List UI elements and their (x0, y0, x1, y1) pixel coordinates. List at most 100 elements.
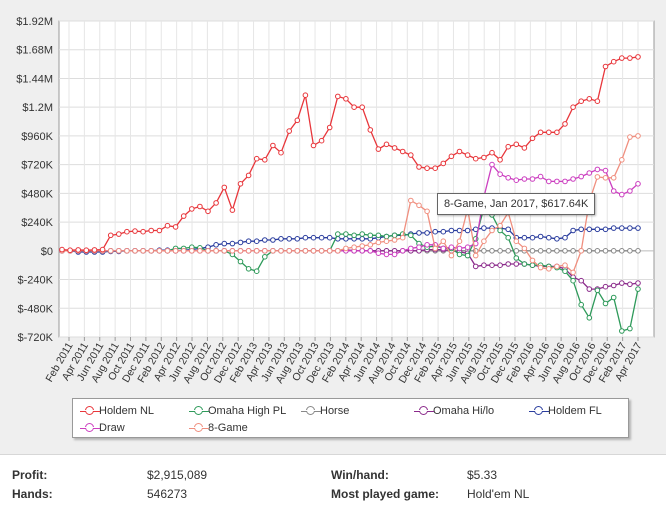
data-point[interactable] (594, 98, 601, 104)
data-point[interactable] (627, 188, 633, 194)
data-point[interactable] (521, 145, 528, 151)
data-point[interactable] (310, 234, 317, 241)
data-point[interactable] (221, 240, 228, 247)
data-point[interactable] (627, 134, 633, 140)
data-point[interactable] (513, 238, 520, 244)
data-point[interactable] (189, 206, 195, 212)
data-point[interactable] (229, 207, 236, 213)
data-point[interactable] (286, 248, 293, 254)
data-point[interactable] (586, 96, 593, 102)
data-point[interactable] (594, 174, 601, 180)
data-point[interactable] (505, 226, 512, 233)
data-point[interactable] (464, 152, 471, 158)
data-point[interactable] (343, 245, 349, 252)
data-point[interactable] (326, 124, 333, 131)
data-point[interactable] (107, 232, 114, 239)
data-point[interactable] (424, 165, 430, 171)
data-point[interactable] (610, 282, 617, 289)
data-point[interactable] (132, 248, 138, 254)
data-point[interactable] (481, 154, 487, 161)
data-point[interactable] (172, 248, 179, 254)
data-point[interactable] (270, 237, 276, 243)
data-point[interactable] (562, 268, 568, 275)
data-point[interactable] (537, 248, 544, 254)
data-point[interactable] (481, 262, 487, 269)
data-point[interactable] (570, 176, 576, 182)
data-point[interactable] (262, 248, 268, 254)
data-point[interactable] (391, 251, 398, 258)
data-point[interactable] (610, 294, 617, 301)
data-point[interactable] (156, 248, 163, 254)
data-point[interactable] (554, 263, 560, 270)
data-point[interactable] (529, 176, 536, 182)
data-point[interactable] (399, 248, 406, 254)
data-point[interactable] (619, 248, 625, 254)
data-point[interactable] (537, 173, 544, 180)
legend-item[interactable]: 8-Game (189, 422, 248, 434)
data-point[interactable] (635, 248, 641, 254)
data-point[interactable] (351, 244, 357, 250)
data-point[interactable] (497, 227, 503, 234)
data-point[interactable] (497, 222, 503, 229)
data-point[interactable] (359, 104, 366, 110)
data-point[interactable] (619, 225, 625, 231)
data-point[interactable] (546, 234, 552, 241)
data-point[interactable] (359, 243, 366, 249)
data-point[interactable] (432, 245, 439, 252)
data-point[interactable] (529, 262, 536, 269)
data-point[interactable] (570, 248, 576, 254)
data-point[interactable] (472, 263, 479, 270)
data-point[interactable] (627, 281, 633, 288)
data-point[interactable] (189, 248, 195, 254)
data-point[interactable] (294, 236, 301, 242)
data-point[interactable] (432, 165, 439, 171)
data-point[interactable] (140, 228, 146, 235)
data-point[interactable] (570, 269, 576, 276)
data-point[interactable] (408, 245, 414, 252)
data-point[interactable] (180, 248, 187, 254)
data-point[interactable] (408, 152, 414, 158)
data-point[interactable] (513, 261, 520, 267)
data-point[interactable] (619, 328, 625, 334)
legend-item[interactable]: Omaha High PL (189, 405, 286, 417)
data-point[interactable] (148, 227, 154, 234)
data-point[interactable] (619, 280, 625, 286)
data-point[interactable] (602, 300, 609, 307)
data-point[interactable] (391, 232, 398, 239)
data-point[interactable] (229, 248, 236, 254)
data-point[interactable] (367, 127, 374, 133)
data-point[interactable] (156, 227, 163, 234)
data-point[interactable] (432, 228, 439, 235)
data-point[interactable] (164, 222, 171, 229)
data-point[interactable] (456, 238, 463, 244)
data-point[interactable] (343, 96, 349, 102)
data-point[interactable] (627, 225, 633, 231)
data-point[interactable] (375, 250, 382, 256)
data-point[interactable] (635, 181, 641, 187)
data-point[interactable] (537, 264, 544, 271)
data-point[interactable] (554, 129, 560, 136)
data-point[interactable] (529, 234, 536, 241)
data-point[interactable] (221, 184, 228, 191)
data-point[interactable] (237, 258, 244, 265)
data-point[interactable] (562, 178, 568, 185)
data-point[interactable] (213, 242, 219, 248)
data-point[interactable] (505, 248, 512, 254)
data-point[interactable] (253, 268, 260, 275)
data-point[interactable] (351, 104, 357, 110)
data-point[interactable] (132, 228, 138, 234)
data-point[interactable] (416, 244, 422, 250)
data-point[interactable] (489, 161, 495, 168)
data-point[interactable] (602, 283, 609, 290)
data-point[interactable] (124, 248, 130, 254)
data-point[interactable] (554, 236, 560, 242)
data-point[interactable] (610, 58, 617, 65)
data-point[interactable] (367, 248, 374, 254)
data-point[interactable] (481, 238, 487, 244)
data-point[interactable] (262, 237, 268, 243)
data-point[interactable] (391, 237, 398, 243)
data-point[interactable] (237, 181, 244, 187)
data-point[interactable] (586, 315, 593, 321)
data-point[interactable] (619, 157, 625, 163)
data-point[interactable] (197, 203, 203, 210)
